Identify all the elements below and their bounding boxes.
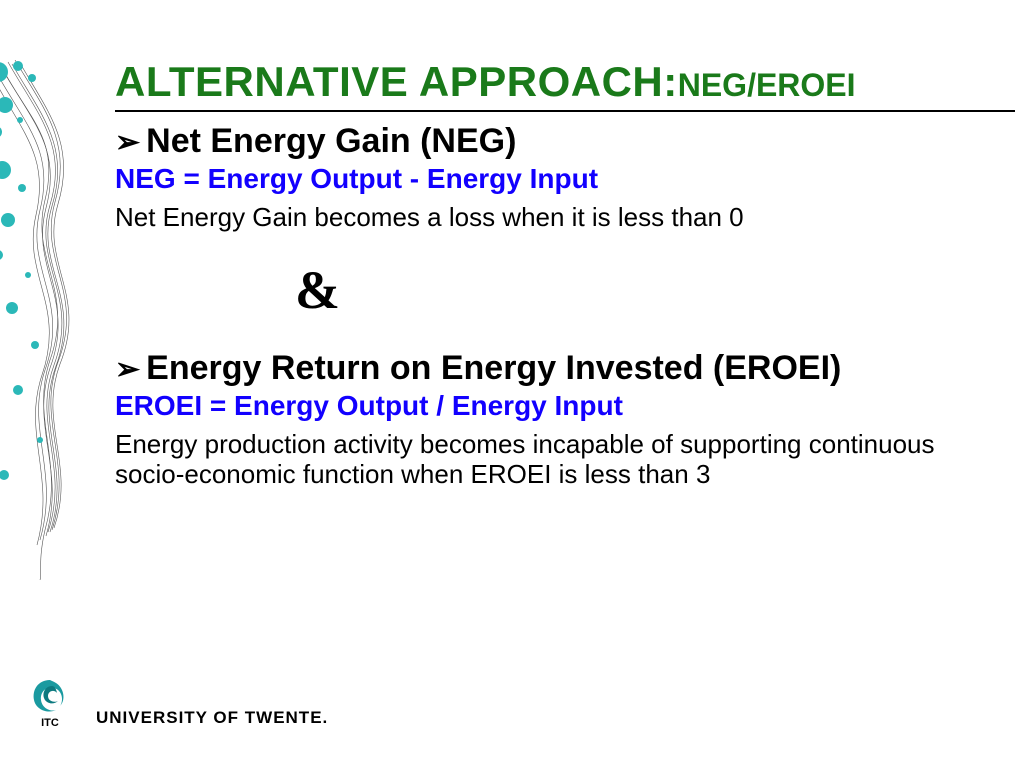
neg-formula: NEG = Energy Output - Energy Input bbox=[115, 163, 1014, 195]
eroei-body: Energy production activity becomes incap… bbox=[115, 430, 995, 490]
section-neg: ➢ Net Energy Gain (NEG) NEG = Energy Out… bbox=[115, 122, 1014, 233]
section-eroei: ➢ Energy Return on Energy Invested (EROE… bbox=[115, 349, 1014, 490]
itc-logo: ITC bbox=[26, 676, 74, 728]
svg-text:ITC: ITC bbox=[41, 717, 59, 728]
decorative-vine-art bbox=[0, 60, 120, 580]
slide-content: ALTERNATIVE APPROACH:NEG/EROEI ➢ Net Ene… bbox=[115, 58, 1014, 490]
title-divider bbox=[115, 110, 1015, 112]
slide-footer: ITC UNIVERSITY OF TWENTE. bbox=[26, 676, 328, 728]
slide-title: ALTERNATIVE APPROACH:NEG/EROEI bbox=[115, 58, 1014, 106]
eroei-heading: Energy Return on Energy Invested (EROEI) bbox=[146, 349, 841, 388]
bullet-arrow-icon: ➢ bbox=[115, 355, 140, 385]
university-name: UNIVERSITY OF TWENTE. bbox=[96, 708, 328, 728]
ampersand-connector: & bbox=[295, 259, 1014, 321]
neg-body: Net Energy Gain becomes a loss when it i… bbox=[115, 203, 995, 233]
neg-heading: Net Energy Gain (NEG) bbox=[146, 122, 516, 161]
eroei-formula: EROEI = Energy Output / Energy Input bbox=[115, 390, 1014, 422]
bullet-arrow-icon: ➢ bbox=[115, 128, 140, 158]
title-main: ALTERNATIVE APPROACH: bbox=[115, 58, 678, 105]
title-sub: NEG/EROEI bbox=[678, 67, 856, 103]
